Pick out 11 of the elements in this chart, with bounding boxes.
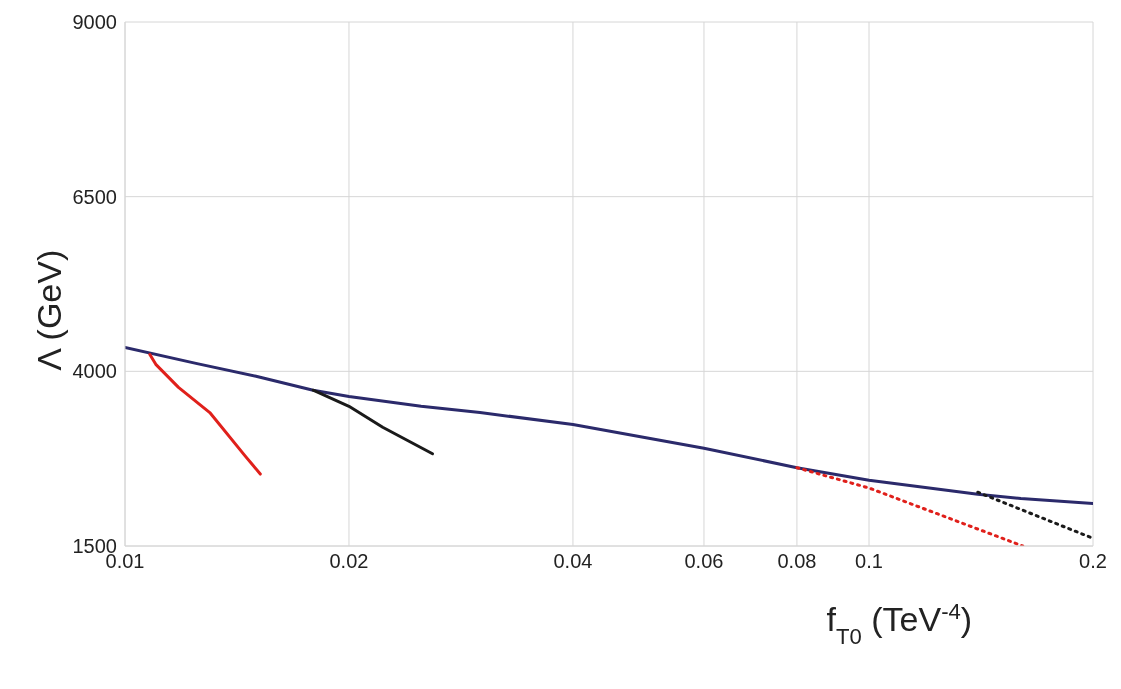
y-axis-title: Λ (GeV) <box>30 249 68 371</box>
x-tick-label: 0.04 <box>553 550 593 573</box>
x-axis-title: f$_{T0}$ (TeV$^{-4}$) <box>826 598 973 649</box>
x-tick-label: 0.08 <box>777 550 817 573</box>
y-tick-label: 9000 <box>72 11 117 34</box>
x-tick-label: 0.02 <box>329 550 369 573</box>
y-tick-label: 4000 <box>72 360 117 383</box>
x-tick-label: 0.06 <box>684 550 724 573</box>
x-tick-label: 0.2 <box>1079 550 1107 573</box>
y-tick-label: 6500 <box>72 185 117 208</box>
x-tick-label: 0.1 <box>855 550 883 573</box>
